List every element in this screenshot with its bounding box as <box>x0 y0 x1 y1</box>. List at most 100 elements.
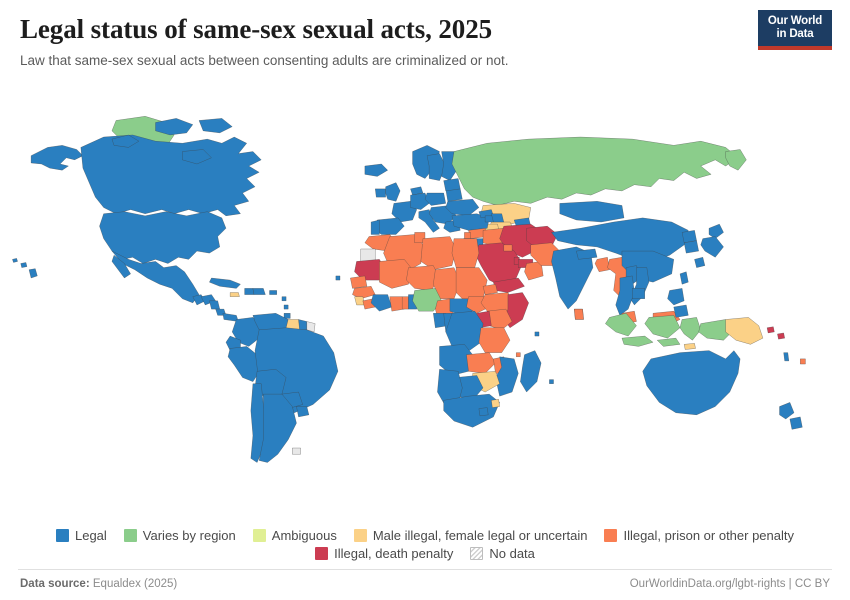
country-belarus <box>446 188 463 200</box>
country-south-africa <box>444 394 500 427</box>
country-indonesia <box>680 317 701 340</box>
country-mongolia <box>560 201 624 222</box>
country-iceland <box>365 164 388 176</box>
footer-source: Data source: Equaldex (2025) <box>20 578 177 590</box>
footer-source-label: Data source: <box>20 578 90 590</box>
country-zambia <box>466 352 495 373</box>
country-lesotho <box>479 407 488 415</box>
country-australia <box>643 350 740 414</box>
country-denmark <box>410 186 422 194</box>
country-cape-verde <box>336 276 340 280</box>
country-sweden <box>427 153 446 180</box>
country-north-korea <box>682 230 697 242</box>
country-argentina <box>259 394 296 462</box>
country-russia <box>452 137 738 205</box>
legend-swatch-male-illegal-female-legal <box>353 529 367 542</box>
chart-header: Legal status of same-sex sexual acts, 20… <box>0 0 850 70</box>
country-cuba <box>209 278 240 288</box>
country-egypt <box>452 238 479 267</box>
page-title: Legal status of same-sex sexual acts, 20… <box>20 14 493 44</box>
country-nepal <box>576 249 597 259</box>
legend-item-illegal-death-penalty[interactable]: Illegal, death penalty <box>315 547 453 560</box>
country-new-zealand <box>790 417 802 429</box>
legend-item-legal[interactable]: Legal <box>55 529 107 542</box>
legend-item-no-data[interactable]: No data <box>470 547 535 560</box>
country-jamaica <box>230 292 239 296</box>
map-legend: Legal Varies by region Ambiguous Male il… <box>0 525 850 560</box>
country-togo <box>402 296 408 308</box>
owid-logo-line2: in Data <box>776 27 814 40</box>
country-taiwan <box>680 271 688 283</box>
country-united-states <box>31 145 83 170</box>
country-fiji <box>800 358 805 363</box>
country-mali <box>379 259 412 288</box>
country-lebanon <box>464 232 470 238</box>
country-philippines <box>668 288 685 305</box>
country-comoros <box>516 352 520 356</box>
world-map-svg[interactable] <box>0 70 850 525</box>
country-senegal <box>350 276 367 288</box>
country-canada <box>199 118 232 133</box>
country-solomon-islands <box>767 326 774 332</box>
country-libya <box>421 236 456 269</box>
country-nicaragua <box>209 300 219 308</box>
country-lesser-antilles <box>282 296 286 300</box>
country-french-guiana <box>307 321 315 331</box>
legend-item-varies-by-region[interactable]: Varies by region <box>123 528 236 543</box>
country-mozambique <box>495 356 518 395</box>
legend-label-male-illegal-female-legal: Male illegal, female legal or uncertain <box>372 528 588 543</box>
country-canada <box>81 135 261 216</box>
country-eritrea <box>483 284 498 294</box>
country-guinea <box>352 286 375 298</box>
country-peru <box>228 346 261 381</box>
country-democratic-republic-of-congo <box>446 311 483 352</box>
country-canada <box>112 135 139 147</box>
country-tanzania <box>479 327 510 352</box>
country-puerto-rico <box>270 290 277 294</box>
country-japan <box>695 257 705 267</box>
country-cambodia <box>632 288 644 298</box>
country-thailand <box>616 276 635 315</box>
country-germany <box>410 193 429 210</box>
owid-logo[interactable]: Our World in Data <box>758 10 832 50</box>
legend-label-illegal-prison: Illegal, prison or other penalty <box>623 528 794 543</box>
legend-label-ambiguous: Ambiguous <box>271 528 337 543</box>
country-kuwait <box>504 244 512 250</box>
country-azerbaijan <box>491 213 503 221</box>
legend-swatch-ambiguous <box>252 529 266 542</box>
legend-label-illegal-death-penalty: Illegal, death penalty <box>334 546 454 561</box>
country-south-korea <box>684 240 699 252</box>
country-united-states <box>12 258 17 262</box>
owid-logo-line1: Our World <box>767 15 823 28</box>
legend-swatch-illegal-prison <box>604 529 618 542</box>
legend-label-varies-by-region: Varies by region <box>142 528 236 543</box>
country-united-kingdom <box>386 182 401 201</box>
country-canada <box>182 149 211 164</box>
page-subtitle: Law that same-sex sexual acts between co… <box>20 53 509 69</box>
country-mexico <box>112 251 199 303</box>
country-indonesia <box>622 336 653 346</box>
country-lesser-antilles <box>284 305 288 309</box>
country-uruguay <box>296 406 308 416</box>
country-dominican-republic <box>253 288 265 294</box>
legend-row-2: Illegal, death penalty No data <box>315 547 535 560</box>
legend-item-male-illegal-female-legal[interactable]: Male illegal, female legal or uncertain <box>353 528 588 543</box>
country-japan <box>709 224 724 239</box>
footer-link[interactable]: OurWorldinData.org/lgbt-rights | CC BY <box>629 578 830 590</box>
country-papua-new-guinea <box>726 317 763 344</box>
country-sri-lanka <box>574 309 583 319</box>
legend-swatch-illegal-death-penalty <box>315 547 329 560</box>
world-map[interactable] <box>0 70 850 525</box>
chart-footer: Data source: Equaldex (2025) OurWorldinD… <box>18 569 832 600</box>
legend-swatch-legal <box>55 529 69 542</box>
country-canada <box>155 118 192 135</box>
legend-swatch-no-data <box>470 547 484 560</box>
country-mauritius <box>549 379 553 383</box>
country-portugal <box>371 220 379 235</box>
legend-item-ambiguous[interactable]: Ambiguous <box>252 528 337 543</box>
country-east-timor <box>684 343 695 349</box>
country-bangladesh <box>595 257 610 272</box>
country-madagascar <box>520 350 541 391</box>
legend-item-illegal-prison[interactable]: Illegal, prison or other penalty <box>604 529 794 542</box>
legend-label-no-data: No data <box>489 546 535 561</box>
